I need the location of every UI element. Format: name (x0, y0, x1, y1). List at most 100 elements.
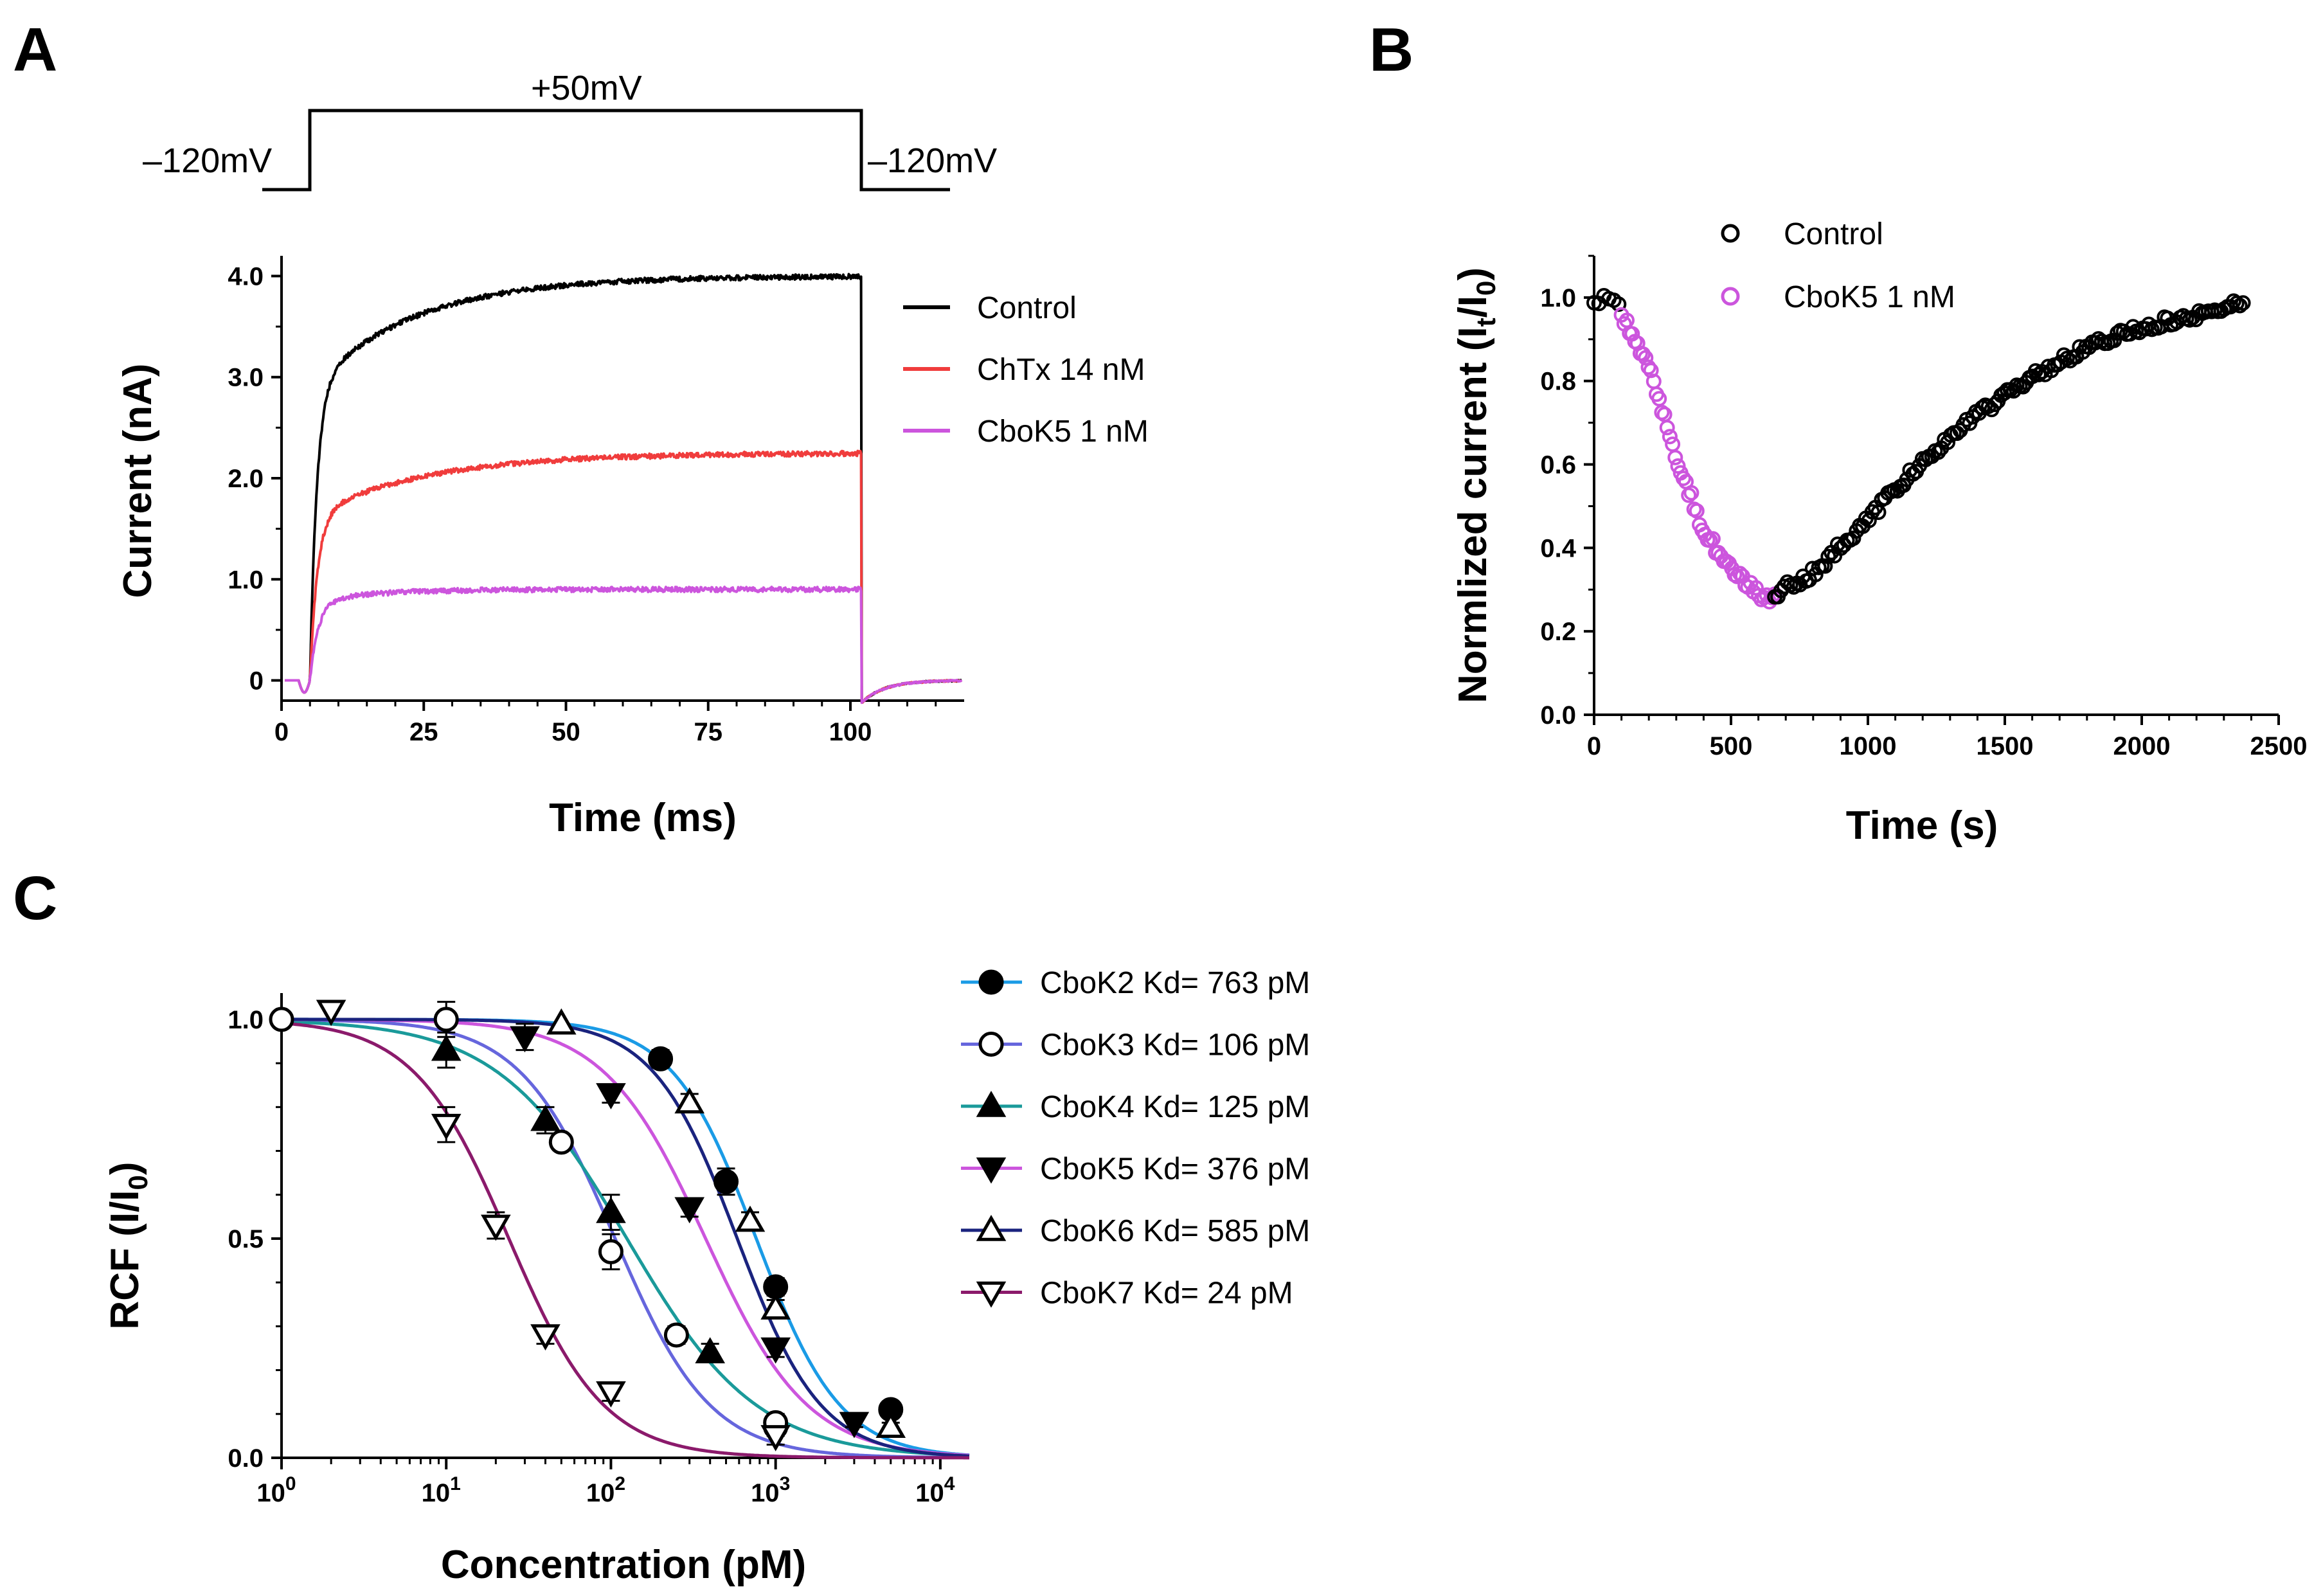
panel-c-y-tick-label: 0.0 (228, 1444, 264, 1473)
panel-c-fit-curve-1 (281, 1018, 969, 1460)
panel-b-data-point (1665, 436, 1681, 453)
panel-c-data-point (316, 1000, 346, 1027)
panel-a-x-axis-title: Time (ms) (549, 796, 737, 840)
panel-b-y-title-sub2: 0 (1471, 281, 1501, 296)
panel-c-x-tick-label: 104 (915, 1473, 955, 1507)
panel-c-legend-marker (976, 1214, 1007, 1241)
panel-b-y-tick-label: 0.0 (1540, 701, 1576, 730)
panel-b-y-title-mid: /I (1451, 296, 1495, 318)
panel-b-y-tick-label: 0.4 (1540, 534, 1576, 562)
voltage-protocol-trace (262, 109, 950, 192)
panel-a-axes: 0 25 50 75 100 0 1.0 2.0 3.0 4.0 (228, 256, 964, 746)
panel-c-data-point (530, 1104, 561, 1131)
panel-b-data-point (1640, 359, 1656, 375)
panel-a-y-tick-label: 4.0 (228, 262, 264, 291)
panel-c-data-point (695, 1337, 726, 1364)
panel-c-legend-label: CboK3 Kd= 106 pM (1040, 1028, 1310, 1063)
panel-a-y-tick-label: 3.0 (228, 364, 264, 392)
protocol-hold-label: –120mV (143, 141, 272, 180)
panel-b-data-point (1670, 458, 1686, 474)
panel-c-data-point (269, 1007, 294, 1032)
panel-c-y-title-sub: 0 (123, 1175, 153, 1190)
panel-b-y-tick-label: 0.2 (1540, 618, 1576, 646)
panel-a-trace-1 (284, 449, 962, 704)
panel-c-legend-marker (978, 969, 1004, 995)
panel-c-x-tick-label: 100 (256, 1473, 296, 1507)
panel-b-data-point (1845, 530, 1861, 546)
panel-c-data-point (481, 1214, 511, 1241)
panel-c-data-point (648, 1046, 674, 1071)
panel-c-legend-label: CboK5 Kd= 376 pM (1040, 1152, 1310, 1187)
panel-c-data-point (839, 1412, 870, 1439)
panel-b-x-axis-title: Time (s) (1846, 803, 1998, 848)
panel-c-points (269, 1000, 906, 1451)
panel-b-y-title-end: ) (1451, 267, 1495, 281)
panel-b-y-tick-label: 1.0 (1540, 284, 1576, 312)
panel-b-data-point (1681, 487, 1697, 503)
panel-a-y-tick-label: 2.0 (228, 465, 264, 493)
panel-b-data-point (1861, 512, 1877, 528)
panel-b-y-tick-label: 0.8 (1540, 368, 1576, 396)
panel-c-legend-marker (976, 1157, 1007, 1184)
panel-c-legend-label: CboK4 Kd= 125 pM (1040, 1090, 1310, 1124)
panel-b-axes: 0 500 1000 1500 2000 2500 0.0 0.2 0.4 0.6 0.8 1.0 (1540, 255, 2307, 760)
panel-a-x-tick-label: 25 (409, 718, 438, 746)
panel-b-points (1586, 288, 2251, 610)
panel-a-y-axis-title: Current (nA) (116, 363, 160, 598)
panel-c-x-tick-label: 102 (586, 1473, 625, 1507)
panel-b-x-tick-label: 0 (1587, 732, 1601, 760)
panel-b-legend: Control CboK5 1 nM (1721, 217, 1955, 314)
panel-c-data-point (596, 1381, 626, 1408)
panel-c-data-point (735, 1205, 766, 1232)
protocol-step-label: +50mV (531, 69, 642, 107)
panel-c-data-point (760, 1293, 791, 1320)
panel-c-data-point (548, 1129, 574, 1155)
panel-c-legend-label: CboK7 Kd= 24 pM (1040, 1277, 1293, 1311)
panel-c-fit-curve-2 (281, 1019, 970, 1457)
panel-b-data-point (1817, 558, 1833, 574)
panel-b-data-point (1683, 485, 1700, 501)
panel-c-data-point (875, 1412, 906, 1439)
panel-b-data-point (1654, 404, 1670, 420)
panel-b-data-point (1675, 471, 1691, 487)
panel-b-x-tick-label: 1500 (1977, 732, 2034, 760)
panel-c-data-point (431, 1113, 462, 1140)
panel-b-legend-marker (1721, 224, 1740, 243)
panel-c-x-axis-title: Concentration (pM) (441, 1543, 806, 1587)
panel-a-trace-2 (284, 586, 963, 704)
panel-c-fit-curves (281, 1018, 970, 1460)
panel-c-data-point (760, 1425, 791, 1451)
panel-a-traces (284, 273, 963, 704)
panel-c-y-title-end: ) (103, 1162, 147, 1176)
panel-c-legend-marker (976, 1090, 1007, 1117)
panel-c: 100 101 102 103 104 0.0 0.5 1.0 CboK2 Kd= 763 p… (103, 966, 1310, 1587)
panel-b-data-point (1651, 391, 1667, 407)
panel-b-y-title-main: Normlized current (I (1451, 327, 1495, 703)
panel-c-y-axis-title: RCF (I/I0) (103, 1162, 153, 1330)
panel-c-x-tick-label: 101 (422, 1473, 461, 1507)
panel-c-data-point (713, 1169, 739, 1194)
panel-b-data-point (1689, 503, 1705, 519)
panel-b-y-axis-title: Normlized current (It/I0) (1451, 267, 1501, 703)
panel-c-data-point (598, 1239, 623, 1264)
panel-b-data-point (2182, 312, 2198, 328)
panel-c-legend-label: CboK2 Kd= 763 pM (1040, 966, 1310, 1000)
panel-b-x-tick-label: 2000 (2113, 732, 2171, 760)
panel-a-y-tick-label: 0 (249, 667, 264, 695)
panel-b-data-point (2232, 298, 2248, 314)
panel-b-data-point (1638, 350, 1654, 366)
panel-c-data-point (530, 1324, 561, 1351)
panel-c-y-title-main: RCF (I/I (103, 1190, 147, 1330)
protocol-return-label: –120mV (868, 141, 997, 180)
panel-c-legend-marker (978, 1032, 1004, 1057)
panel-a-y-tick-label: 1.0 (228, 566, 264, 594)
panel-c-data-point (760, 1337, 791, 1364)
panel-c-data-point (510, 1026, 540, 1053)
panel-a-legend-label: CboK5 1 nM (977, 415, 1149, 449)
panel-a-legend: Control ChTx 14 nM CboK5 1 nM (903, 291, 1149, 449)
panel-c-data-point (674, 1087, 704, 1114)
panel-a-x-tick-label: 0 (274, 718, 289, 746)
panel-b-legend-marker (1721, 287, 1740, 306)
panel-a: –120mV +50mV –120mV 0 25 50 75 100 0 1.0 2.0 3.0… (116, 69, 1149, 840)
